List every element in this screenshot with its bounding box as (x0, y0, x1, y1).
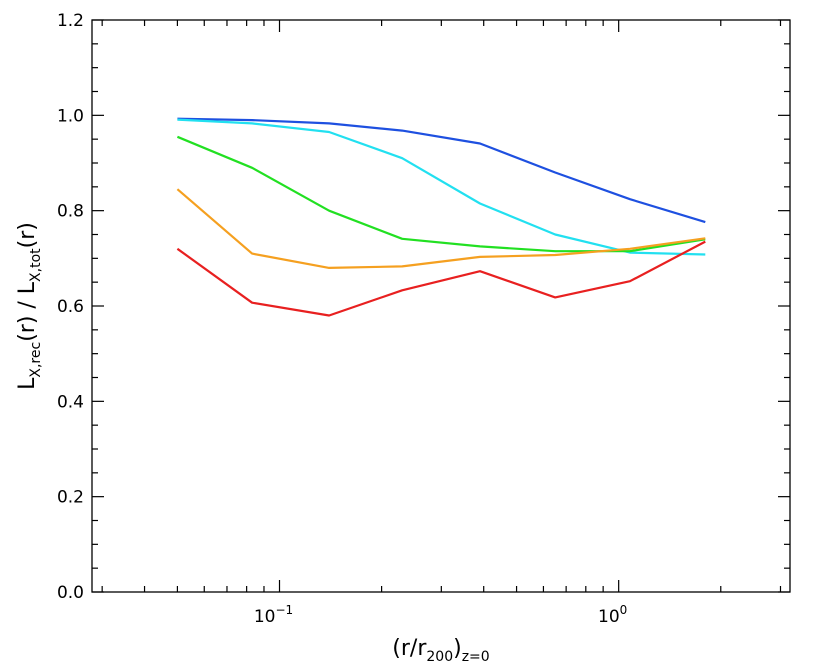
plot-frame (91, 19, 791, 593)
y-tick-label: 0.8 (57, 202, 84, 222)
x-tick-label: 100 (598, 603, 627, 627)
y-tick-label: 0.6 (57, 297, 84, 317)
y-tick-label: 1.2 (57, 11, 84, 31)
series-line-4 (176, 188, 706, 269)
series-line-1 (177, 117, 706, 224)
tick-labels: 0.0 0.2 0.4 0.6 0.8 1.0 1.2 10−1 100 (57, 11, 627, 627)
series-line-5 (176, 240, 706, 317)
x-tick-label: 10−1 (254, 603, 293, 627)
axis-ticks (92, 19, 790, 593)
y-tick-label: 0.2 (57, 488, 84, 508)
x-axis-label: (r/r200)z=0 (392, 636, 489, 665)
series-lines (176, 117, 706, 317)
series-line-3 (176, 135, 706, 253)
y-tick-label: 0.0 (57, 583, 84, 603)
y-tick-label: 0.4 (57, 392, 84, 412)
y-axis-label: LX,rec(r) / LX,tot(r) (15, 222, 44, 390)
y-tick-label: 1.0 (57, 106, 84, 126)
series-line-2 (177, 118, 706, 256)
